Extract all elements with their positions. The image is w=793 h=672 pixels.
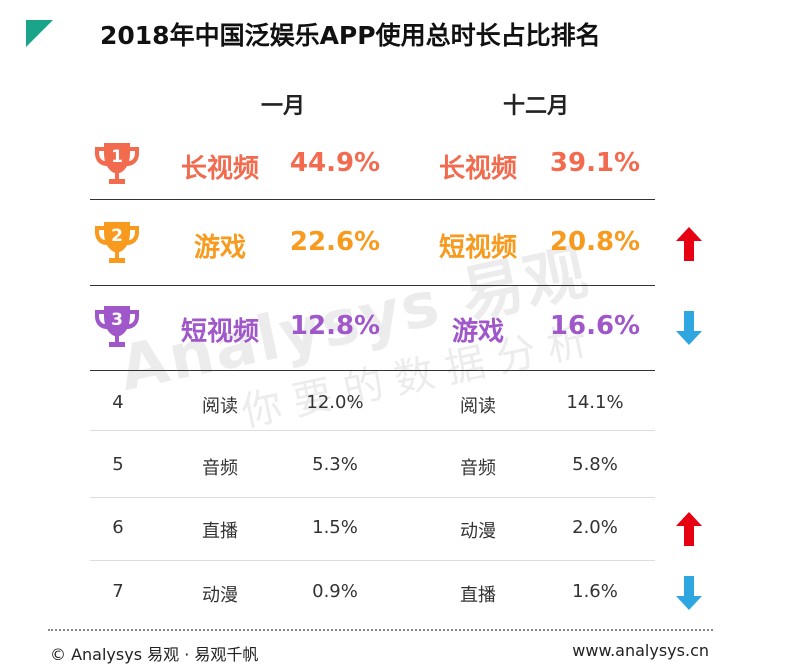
jan-share: 22.6% (289, 227, 381, 257)
corner-accent (26, 20, 53, 47)
rank-number: 5 (112, 454, 124, 475)
jan-category: 音频 (202, 458, 238, 479)
arrow-up-icon (676, 227, 702, 261)
jan-share: 12.8% (289, 311, 381, 341)
footer-website: www.analysys.cn (572, 641, 709, 660)
row-divider (90, 285, 655, 286)
jan-share: 12.0% (306, 392, 364, 413)
dec-share: 2.0% (572, 517, 618, 538)
trophy-rank-number: 3 (111, 310, 123, 330)
column-header-dec: 十二月 (502, 94, 569, 119)
dec-category: 阅读 (460, 396, 496, 417)
row-divider (90, 430, 655, 431)
jan-category: 动漫 (202, 585, 238, 606)
rank-number: 7 (112, 581, 124, 602)
trophy-icon: 1 (95, 143, 139, 184)
footer-divider (48, 629, 713, 631)
trophy-rank-number: 1 (111, 147, 123, 167)
row-divider (90, 497, 655, 498)
chart-title: 2018年中国泛娱乐APP使用总时长占比排名 (100, 21, 601, 50)
jan-share: 1.5% (312, 517, 358, 538)
dec-category: 长视频 (438, 154, 517, 184)
jan-share: 44.9% (289, 148, 381, 178)
row-divider (90, 370, 655, 371)
jan-share: 0.9% (312, 581, 358, 602)
rank-number: 4 (112, 392, 124, 413)
dec-category: 游戏 (451, 317, 504, 347)
dec-share: 5.8% (572, 454, 618, 475)
jan-category: 阅读 (202, 396, 238, 417)
dec-category: 动漫 (460, 521, 496, 542)
column-header-jan: 一月 (260, 94, 305, 119)
jan-category: 游戏 (193, 233, 246, 263)
rank-number: 6 (112, 517, 124, 538)
arrow-up-icon (676, 512, 702, 546)
dec-category: 短视频 (438, 233, 517, 263)
trophy-rank-number: 2 (111, 226, 123, 246)
dec-share: 14.1% (566, 392, 624, 413)
footer-copyright: © Analysys 易观 · 易观千帆 (50, 645, 259, 664)
dec-category: 音频 (460, 458, 496, 479)
trophy-icon: 3 (95, 306, 139, 347)
dec-share: 20.8% (549, 227, 641, 257)
jan-category: 直播 (202, 521, 238, 542)
row-divider (90, 560, 655, 561)
arrow-down-icon (676, 576, 702, 610)
jan-category: 短视频 (180, 317, 259, 347)
dec-category: 直播 (460, 585, 496, 606)
arrow-down-icon (676, 311, 702, 345)
dec-share: 16.6% (549, 311, 641, 341)
dec-share: 39.1% (549, 148, 641, 178)
jan-share: 5.3% (312, 454, 358, 475)
row-divider (90, 199, 655, 200)
trophy-icon: 2 (95, 222, 139, 263)
jan-category: 长视频 (180, 154, 259, 184)
dec-share: 1.6% (572, 581, 618, 602)
